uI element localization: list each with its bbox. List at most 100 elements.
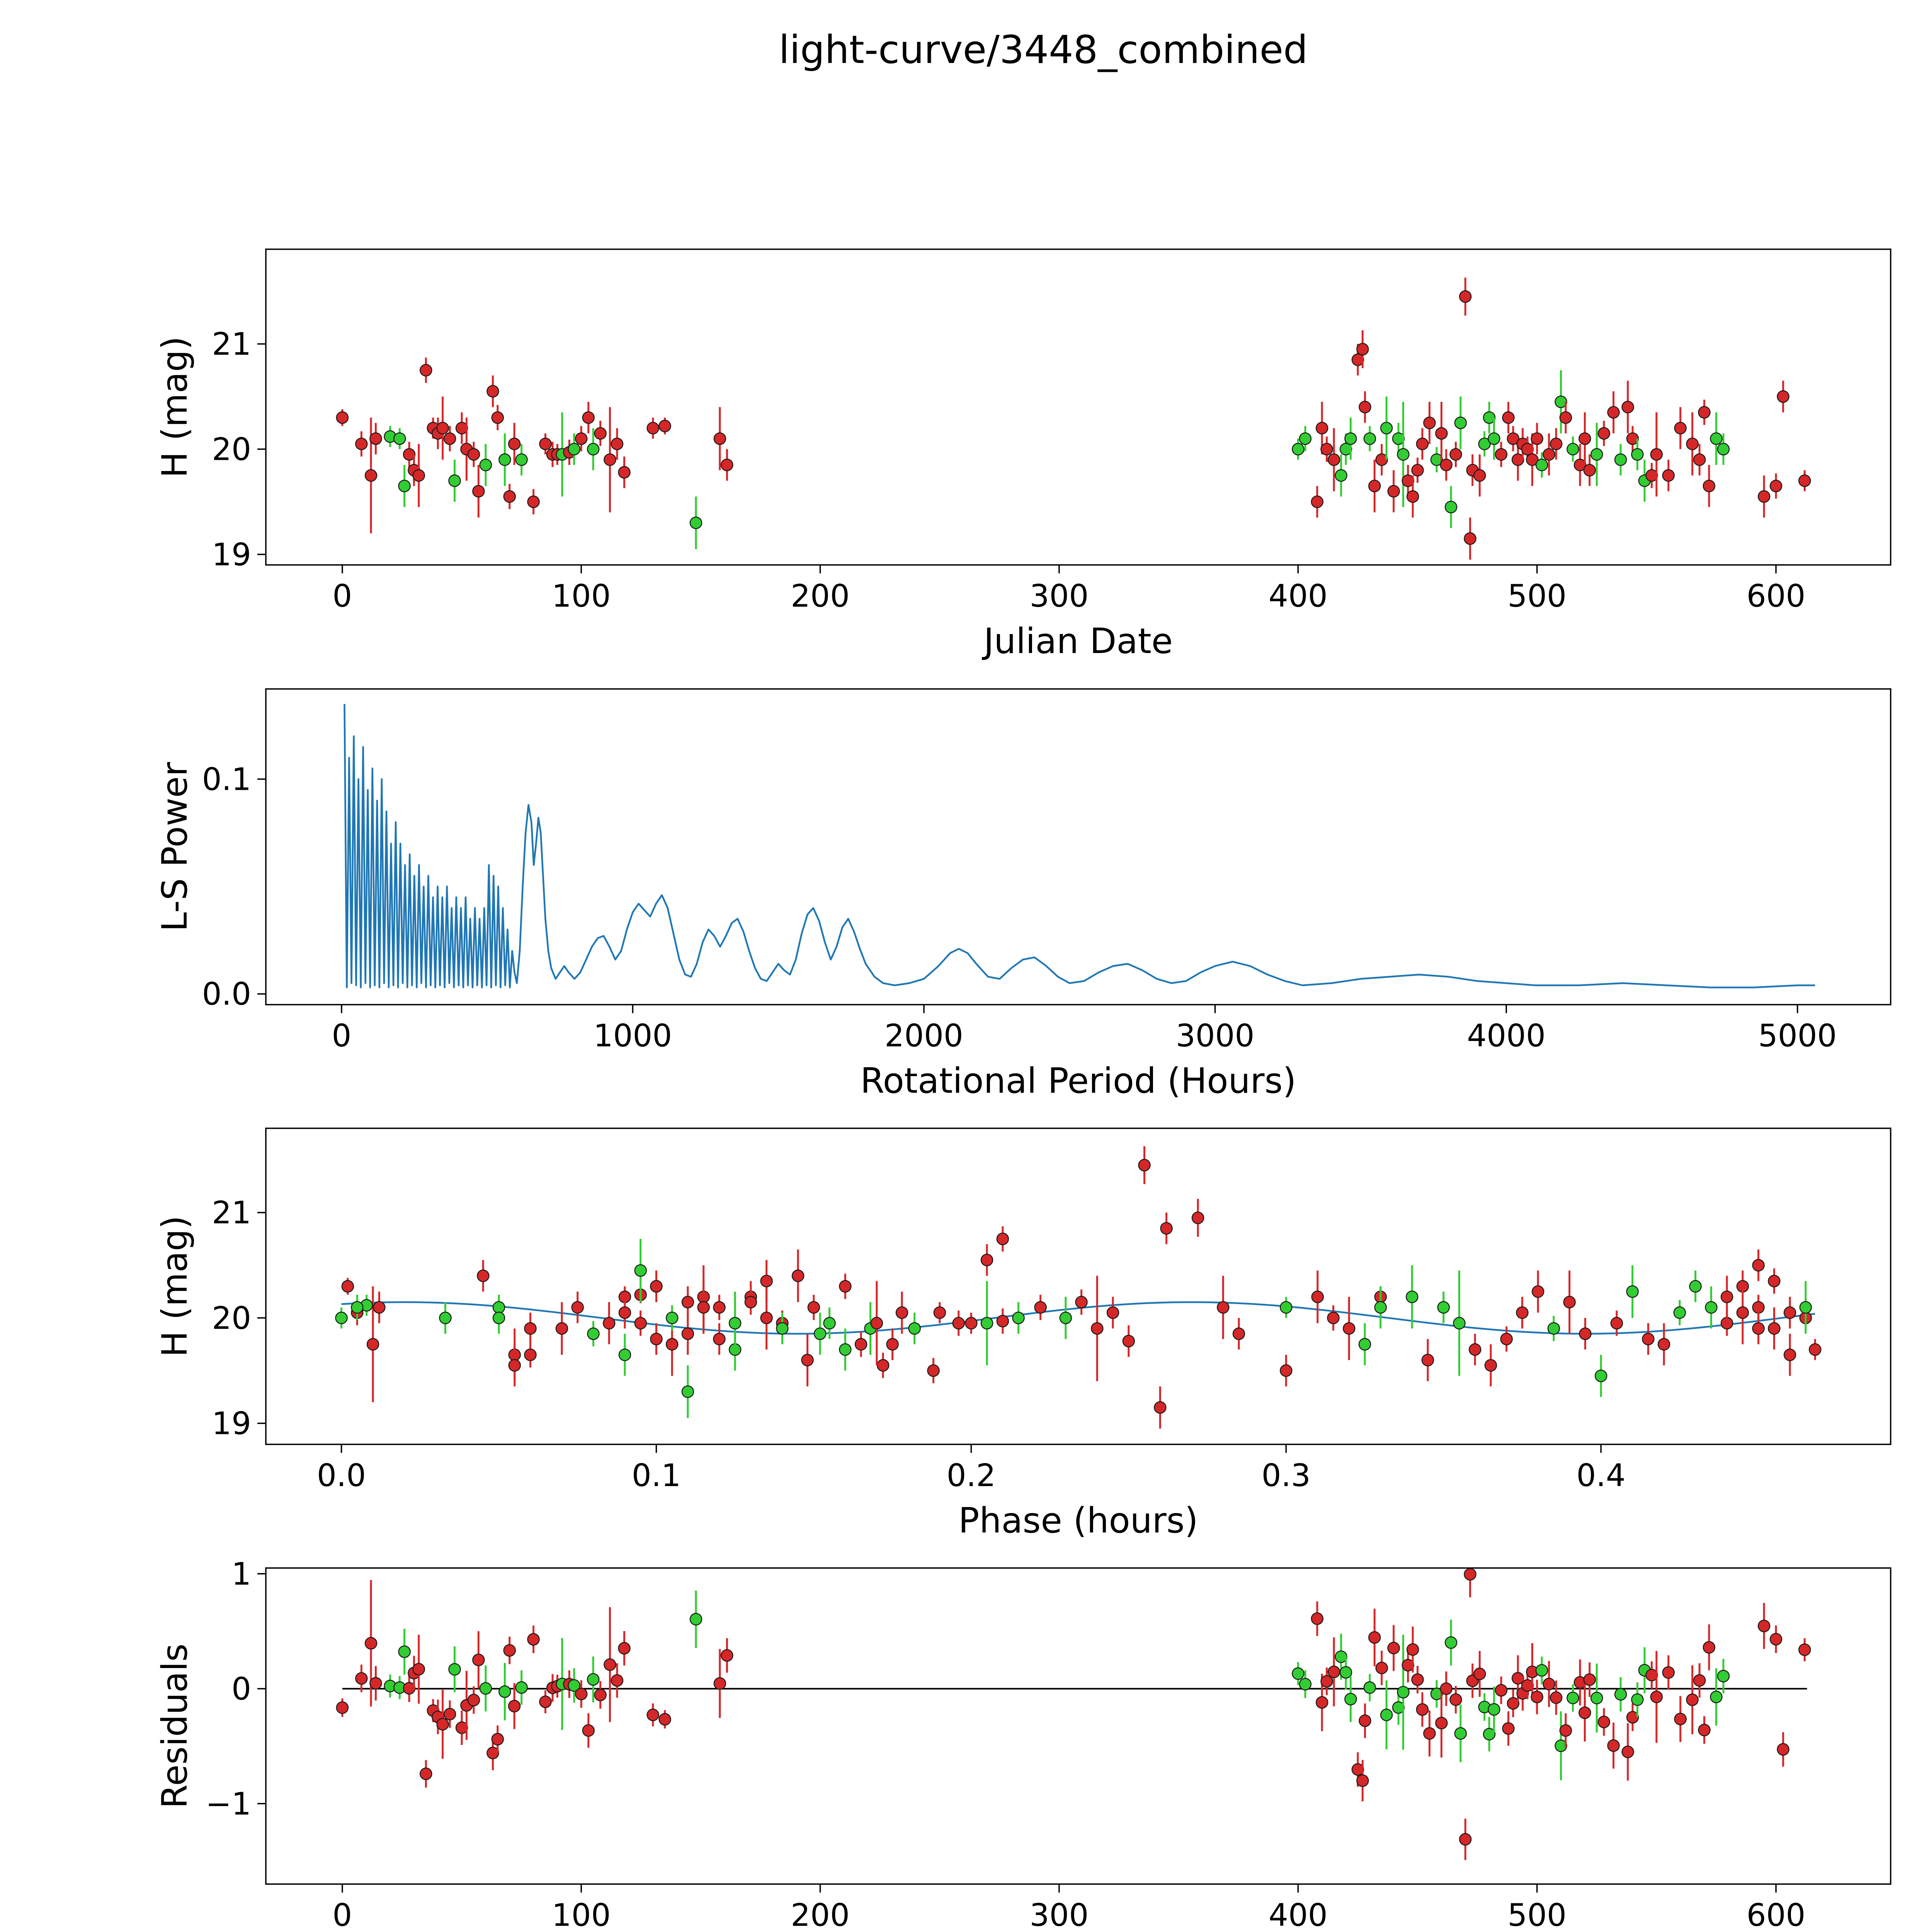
data-point: [1645, 1668, 1658, 1682]
x-tick-label: 4000: [1467, 1018, 1546, 1054]
data-point: [1650, 1690, 1663, 1703]
data-point: [611, 437, 624, 451]
data-point: [1579, 1327, 1592, 1340]
data-point: [498, 453, 511, 466]
data-point: [1535, 459, 1548, 471]
data-point: [1512, 1672, 1524, 1685]
data-point: [1292, 443, 1304, 456]
data-point: [870, 1317, 883, 1330]
x-tick-label: 400: [1269, 1897, 1328, 1932]
data-point: [1416, 1703, 1429, 1716]
data-point: [503, 1644, 516, 1657]
data-point: [1531, 432, 1544, 445]
data-point: [1502, 1722, 1515, 1735]
data-point: [448, 1663, 461, 1676]
data-point: [1662, 1666, 1675, 1679]
data-point: [1614, 453, 1627, 466]
y-tick-label: 19: [212, 1405, 251, 1441]
data-point: [1343, 1322, 1355, 1335]
data-point: [1674, 422, 1687, 435]
data-point: [1401, 1659, 1415, 1672]
axes-frame: [265, 1567, 1891, 1885]
data-point: [1532, 1285, 1544, 1298]
y-tick-label: 0: [231, 1671, 251, 1707]
data-point: [1440, 1682, 1453, 1695]
data-point: [1339, 1666, 1352, 1679]
data-point: [1535, 1664, 1548, 1677]
data-point: [1783, 1306, 1796, 1319]
panel-phased-lightcurve: 0.0 0.1 0.2 0.3 0.4 19 20 21 Phase (hours) H (mag…: [155, 1128, 1891, 1541]
data-point: [1444, 1636, 1458, 1649]
data-point: [373, 1301, 386, 1314]
y-tick-label: 1: [231, 1556, 251, 1592]
data-point: [1416, 437, 1429, 451]
data-point: [1363, 432, 1376, 445]
data-point: [568, 1679, 580, 1692]
data-point: [1280, 1364, 1293, 1377]
data-point: [1217, 1301, 1230, 1314]
data-point: [1583, 1673, 1596, 1686]
figure-title: light-curve/3448_combined: [779, 27, 1308, 72]
data-point: [1311, 1612, 1324, 1625]
plot-area: [344, 704, 1815, 988]
data-point: [713, 1677, 726, 1690]
data-point: [1311, 495, 1324, 508]
data-point: [335, 1311, 348, 1325]
plot-area: [336, 1568, 1811, 1860]
data-point: [1698, 1723, 1711, 1736]
data-point: [721, 1649, 733, 1662]
data-point: [398, 1645, 411, 1658]
data-point: [1375, 1662, 1388, 1674]
x-tick-label: 0: [332, 1897, 352, 1932]
data-point: [1122, 1335, 1135, 1348]
data-point: [1769, 1633, 1782, 1646]
data-point: [341, 1280, 354, 1293]
x-tick-label: 300: [1030, 1897, 1089, 1932]
data-point: [1631, 448, 1644, 461]
data-point: [965, 1317, 978, 1330]
x-tick-label: 0.2: [947, 1458, 996, 1493]
data-point: [1610, 1317, 1623, 1330]
data-point: [1693, 453, 1706, 466]
panel-periodogram: 0 1000 2000 3000 4000 5000 0.0 0.1 Rotational Pe…: [155, 688, 1891, 1101]
data-point: [472, 485, 485, 498]
data-point: [555, 1322, 568, 1335]
data-point: [1012, 1311, 1025, 1325]
data-point: [980, 1317, 993, 1330]
data-point: [1507, 432, 1520, 445]
data-point: [618, 1642, 631, 1655]
data-point: [728, 1317, 742, 1330]
x-tick-label: 600: [1747, 1897, 1806, 1932]
x-tick-label: 200: [791, 578, 850, 614]
data-point: [524, 1322, 537, 1335]
data-point: [658, 420, 671, 432]
data-point: [807, 1301, 820, 1314]
data-point: [1091, 1322, 1104, 1335]
data-point: [491, 411, 504, 424]
data-point: [1758, 1619, 1770, 1633]
data-point: [479, 1682, 492, 1695]
y-tick-label: 21: [212, 1195, 251, 1231]
data-point: [1430, 1687, 1443, 1701]
x-tick-label: 2000: [884, 1018, 963, 1054]
data-point: [336, 1701, 349, 1714]
data-point: [618, 1348, 631, 1361]
data-point: [1658, 1338, 1670, 1351]
data-point: [575, 1687, 588, 1701]
data-point: [1531, 1690, 1544, 1703]
data-point: [1469, 1343, 1481, 1356]
data-point: [650, 1280, 663, 1293]
data-point: [1543, 1678, 1555, 1690]
data-point: [1495, 1684, 1508, 1697]
data-point: [527, 495, 540, 508]
data-point: [492, 1311, 505, 1325]
data-point: [1320, 443, 1333, 456]
data-point: [587, 443, 600, 456]
data-point: [618, 466, 631, 479]
data-point: [539, 437, 552, 451]
x-axis-label: Julian Date: [982, 621, 1173, 662]
data-point: [479, 459, 492, 471]
y-axis-label: H (mag): [155, 336, 195, 478]
